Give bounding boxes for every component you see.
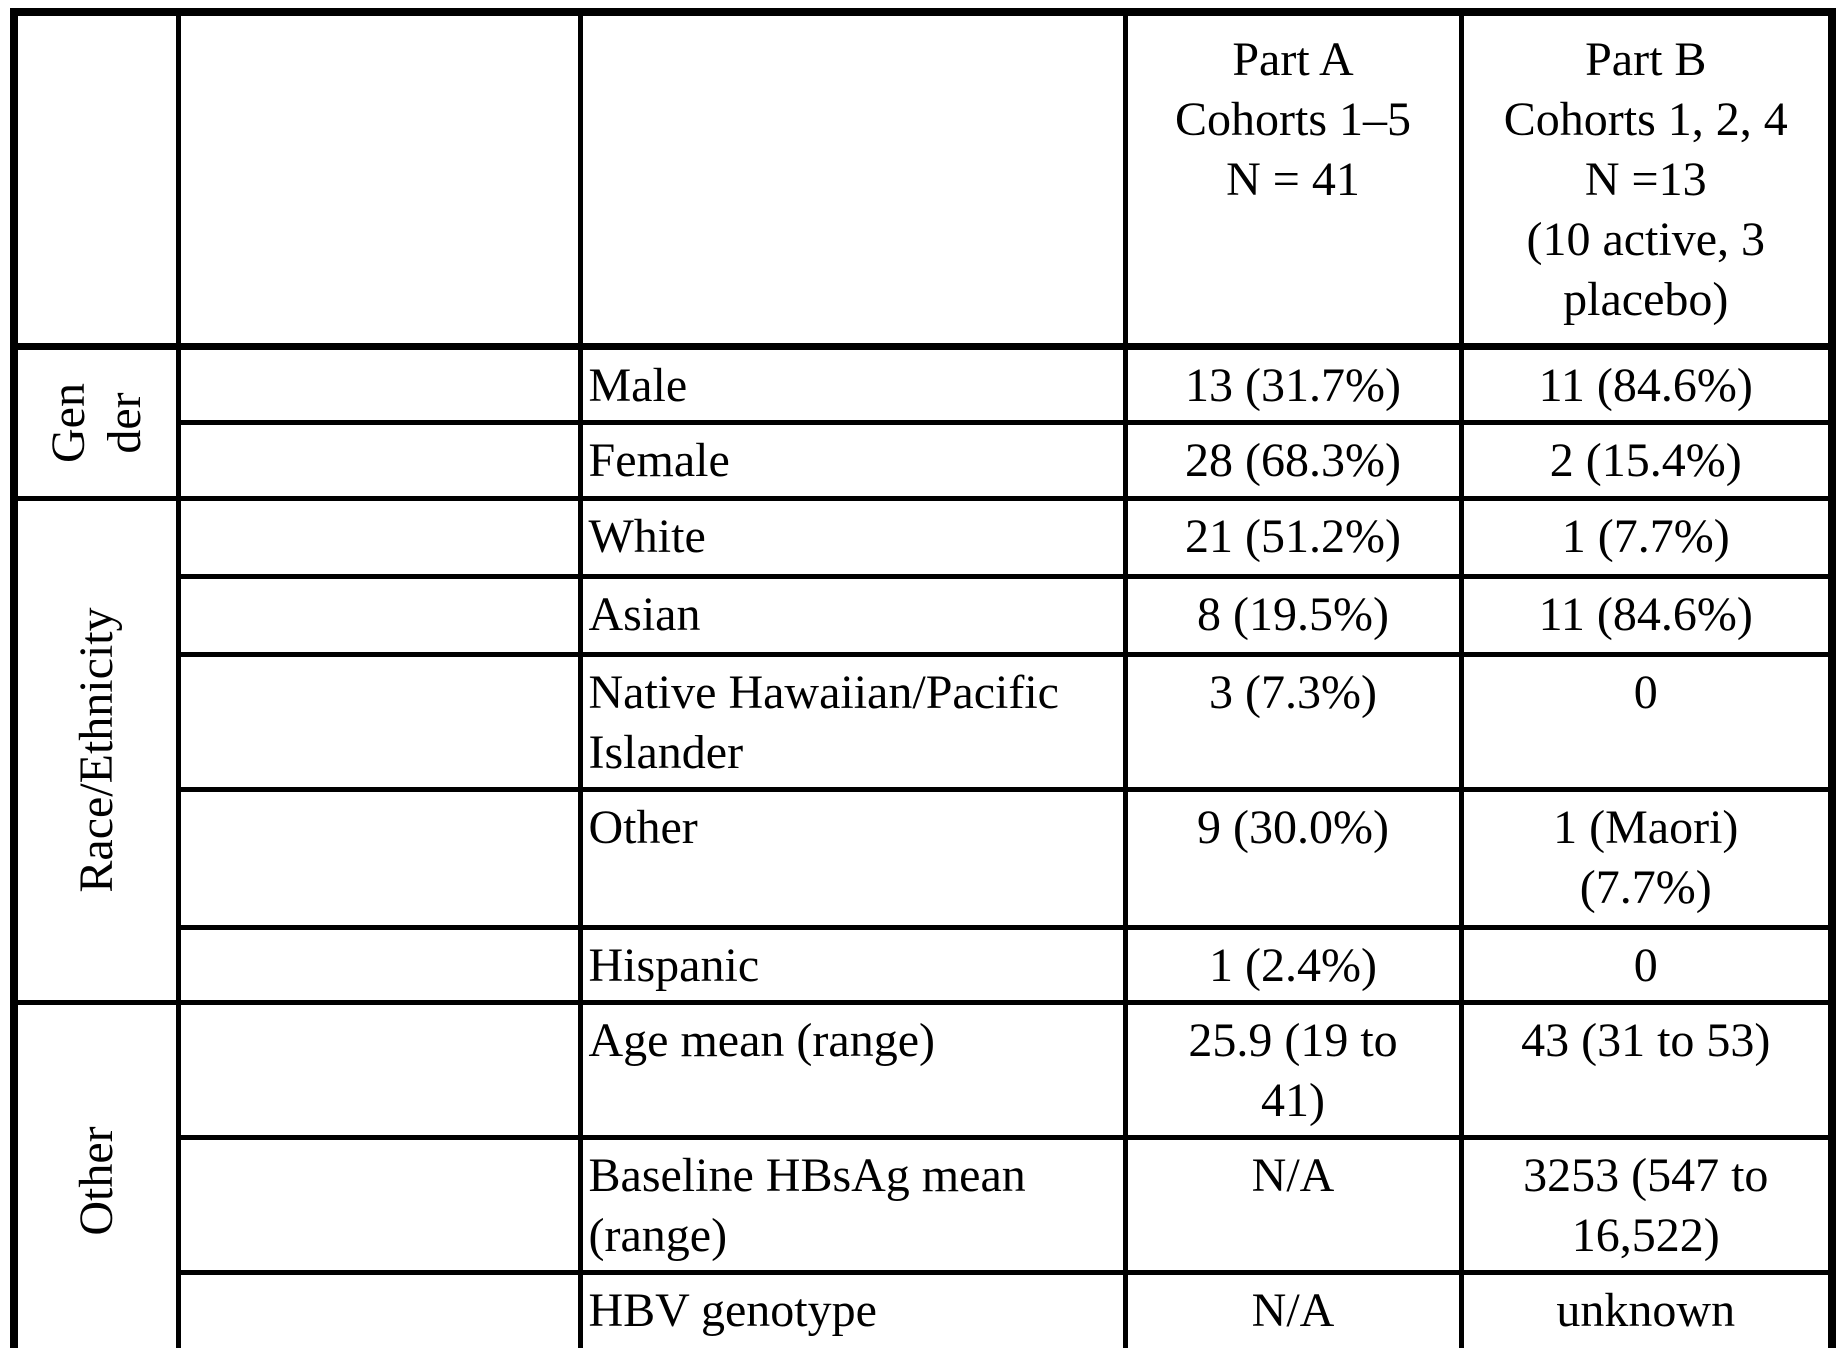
value-hispanic-part-a: 1 (2.4%) [1122, 924, 1464, 1005]
table-row-female: Female 28 (68.3%) 2 (15.4%) [14, 419, 1835, 501]
table-row-asian: Asian 8 (19.5%) 11 (84.6%) [14, 573, 1835, 657]
value-female-part-b: 2 (15.4%) [1458, 419, 1835, 501]
table-row-hispanic: Hispanic 1 (2.4%) 0 [14, 924, 1835, 1005]
header-part-a: Part A Cohorts 1–5 N = 41 [1122, 9, 1464, 350]
row-label-native-hawaiian: Native Hawaiian/Pacific Islander [577, 651, 1128, 792]
value-native-hawaiian-part-b: 0 [1458, 651, 1835, 792]
value-male-part-b: 11 (84.6%) [1458, 343, 1835, 425]
value-asian-part-b: 11 (84.6%) [1458, 573, 1835, 657]
table-header-row: Part A Cohorts 1–5 N = 41 Part B Cohorts… [11, 9, 1835, 350]
value-hbv-genotype-part-a: N/A [1122, 1269, 1464, 1348]
table-row-male: Gen der Male 13 (31.7%) 11 (84.6%) [11, 343, 1835, 501]
group-cell-other: Other [11, 999, 181, 1348]
value-hispanic-part-b: 0 [1458, 924, 1835, 1005]
value-other-race-part-b: 1 (Maori) (7.7%) [1458, 786, 1835, 930]
row-label-age-mean: Age mean (range) [577, 999, 1128, 1140]
spacer-cell [175, 495, 583, 579]
row-label-female: Female [577, 419, 1128, 501]
value-female-part-a: 28 (68.3%) [1122, 419, 1464, 501]
row-label-white: White [577, 495, 1128, 579]
value-white-part-b: 1 (7.7%) [1458, 495, 1835, 579]
header-empty-spacer-cell [175, 9, 583, 350]
spacer-cell [175, 343, 583, 425]
value-baseline-hbsag-part-a: N/A [1122, 1134, 1464, 1275]
spacer-cell [175, 1269, 583, 1348]
header-part-b: Part B Cohorts 1, 2, 4 N =13 (10 active,… [1458, 9, 1835, 350]
value-native-hawaiian-part-a: 3 (7.3%) [1122, 651, 1464, 792]
header-empty-group-cell [11, 9, 181, 350]
value-other-race-part-a: 9 (30.0%) [1122, 786, 1464, 930]
value-baseline-hbsag-part-b: 3253 (547 to 16,522) [1458, 1134, 1835, 1275]
value-age-mean-part-b: 43 (31 to 53) [1458, 999, 1835, 1140]
table-row-age: Other Age mean (range) 25.9 (19 to 41) 4… [11, 999, 1835, 1348]
header-empty-category-cell [577, 9, 1128, 350]
spacer-cell [175, 573, 583, 657]
table-row-baseline-hbsag: Baseline HBsAg mean (range) N/A 3253 (54… [14, 1134, 1835, 1275]
row-label-hbv-genotype: HBV genotype [577, 1269, 1128, 1348]
value-white-part-a: 21 (51.2%) [1122, 495, 1464, 579]
group-label-gender: Gen der [41, 382, 151, 463]
value-age-mean-part-a: 25.9 (19 to 41) [1122, 999, 1464, 1140]
row-label-asian: Asian [577, 573, 1128, 657]
row-label-male: Male [577, 343, 1128, 425]
value-asian-part-a: 8 (19.5%) [1122, 573, 1464, 657]
value-hbv-genotype-part-b: unknown [1458, 1269, 1835, 1348]
row-label-hispanic: Hispanic [577, 924, 1128, 1005]
table-row-hbv-genotype: HBV genotype N/A unknown [14, 1269, 1835, 1348]
spacer-cell [175, 999, 583, 1140]
spacer-cell [175, 1134, 583, 1275]
value-male-part-a: 13 (31.7%) [1122, 343, 1464, 425]
table-row-white: Race/Ethnicity White 21 (51.2%) 1 (7.7%) [11, 495, 1835, 1005]
spacer-cell [175, 924, 583, 1005]
spacer-cell [175, 651, 583, 792]
demographics-table: Part A Cohorts 1–5 N = 41 Part B Cohorts… [10, 8, 1836, 1348]
spacer-cell [175, 419, 583, 501]
row-label-baseline-hbsag: Baseline HBsAg mean (range) [577, 1134, 1128, 1275]
group-cell-race-ethnicity: Race/Ethnicity [11, 495, 181, 1005]
group-label-other: Other [69, 1126, 123, 1236]
group-cell-gender: Gen der [11, 343, 181, 501]
group-label-race-ethnicity: Race/Ethnicity [69, 607, 123, 893]
table-row-native-hawaiian: Native Hawaiian/Pacific Islander 3 (7.3%… [14, 651, 1835, 792]
table-row-other-race: Other 9 (30.0%) 1 (Maori) (7.7%) [14, 786, 1835, 930]
row-label-other-race: Other [577, 786, 1128, 930]
spacer-cell [175, 786, 583, 930]
